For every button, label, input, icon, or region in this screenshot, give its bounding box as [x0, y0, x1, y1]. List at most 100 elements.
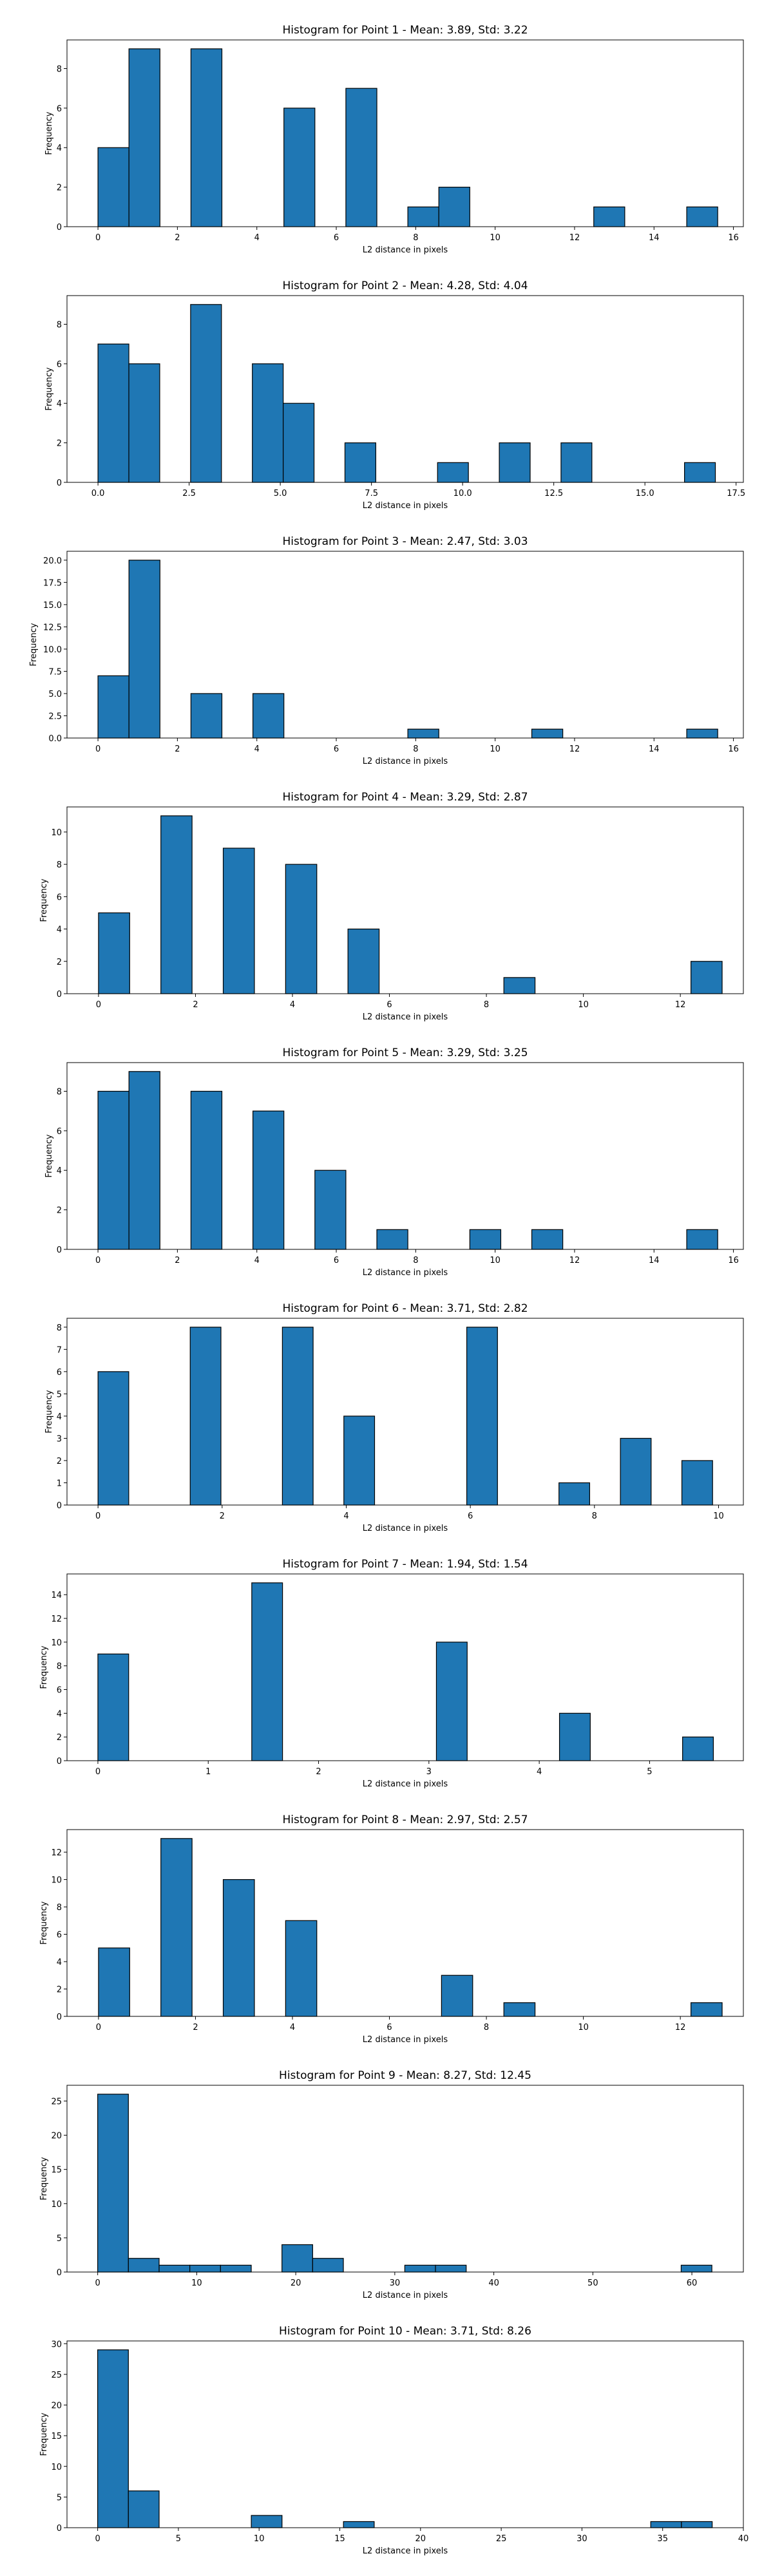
histogram-panel-4: Histogram for Point 4 - Mean: 3.29, Std:… [39, 791, 744, 1022]
histogram-bar [98, 1947, 130, 2017]
y-tick-label: 5 [57, 1390, 62, 1399]
x-axis-label: L2 distance in pixels [363, 245, 448, 255]
histogram-bar [97, 2094, 129, 2273]
histogram-bar [97, 1090, 129, 1250]
y-tick-label: 7 [57, 1345, 62, 1355]
y-tick-label: 8 [57, 1903, 62, 1913]
histogram-bar [251, 2515, 283, 2528]
y-tick-label: 4 [57, 1166, 62, 1176]
y-tick-label: 2 [57, 1733, 62, 1743]
y-tick-label: 8 [57, 860, 62, 870]
chart-title: Histogram for Point 9 - Mean: 8.27, Std:… [279, 2069, 531, 2082]
histogram-panel-10: Histogram for Point 10 - Mean: 3.71, Std… [39, 2325, 749, 2556]
histogram-bar [404, 2264, 436, 2273]
histogram-panel-5: Histogram for Point 5 - Mean: 3.29, Std:… [44, 1046, 744, 1278]
x-tick-label: 10 [713, 1511, 724, 1521]
x-tick-label: 4 [290, 1000, 295, 1010]
x-tick-label: 2 [193, 1000, 198, 1010]
y-axis-label: Frequency [39, 1645, 49, 1689]
y-axis-label: Frequency [39, 878, 49, 922]
chart-title: Histogram for Point 5 - Mean: 3.29, Std:… [282, 1046, 528, 1059]
y-axis-label: Frequency [29, 623, 39, 666]
x-tick-label: 30 [577, 2534, 587, 2544]
y-tick-label: 12 [51, 1848, 62, 1858]
y-tick-label: 8 [57, 1323, 62, 1333]
histogram-bar [435, 2264, 467, 2273]
y-tick-label: 20 [51, 2132, 62, 2141]
x-tick-label: 15.0 [636, 489, 654, 498]
x-tick-label: 6 [334, 1256, 339, 1265]
y-tick-label: 5 [57, 2234, 62, 2244]
histogram-panel-8: Histogram for Point 8 - Mean: 2.97, Std:… [39, 1814, 744, 2045]
x-tick-label: 0 [96, 2023, 101, 2032]
chart-title: Histogram for Point 3 - Mean: 2.47, Std:… [282, 535, 528, 548]
x-axis-label: L2 distance in pixels [363, 2035, 448, 2045]
histogram-bar [128, 48, 160, 227]
histogram-bar [97, 1653, 129, 1761]
y-tick-label: 6 [57, 1931, 62, 1940]
histogram-bar [283, 402, 315, 483]
y-tick-label: 0 [57, 2012, 62, 2022]
y-tick-label: 8 [57, 320, 62, 330]
histogram-bar [285, 864, 318, 994]
x-axis-label: L2 distance in pixels [363, 1779, 448, 1789]
histogram-bar [158, 2264, 191, 2273]
chart-title: Histogram for Point 2 - Mean: 4.28, Std:… [282, 279, 528, 292]
histogram-panel-3: Histogram for Point 3 - Mean: 2.47, Std:… [29, 535, 744, 766]
histogram-bar [682, 1736, 714, 1761]
histogram-bar [160, 1838, 193, 2017]
y-tick-label: 0 [57, 1501, 62, 1511]
axes-frame [66, 806, 744, 994]
axes-frame [66, 2085, 744, 2273]
histogram-bar [681, 2521, 713, 2528]
histogram-bar [252, 363, 284, 483]
y-tick-label: 0 [57, 2524, 62, 2533]
x-tick-label: 5 [647, 1767, 652, 1777]
x-tick-label: 16 [728, 744, 739, 754]
x-tick-label: 10.0 [453, 489, 472, 498]
x-tick-label: 7.5 [365, 489, 378, 498]
y-tick-label: 0 [57, 1245, 62, 1255]
y-tick-label: 25 [51, 2371, 62, 2380]
x-tick-label: 10 [578, 1000, 589, 1010]
histogram-bar [253, 693, 285, 739]
x-tick-label: 35 [657, 2534, 668, 2544]
y-tick-label: 8 [57, 64, 62, 74]
x-tick-label: 0 [95, 1511, 100, 1521]
x-tick-label: 10 [490, 1256, 501, 1265]
histogram-bar [684, 462, 716, 483]
x-tick-label: 3 [426, 1767, 432, 1777]
histogram-bar [98, 912, 130, 994]
histogram-bar [469, 1229, 502, 1250]
y-axis-label: Frequency [39, 2157, 49, 2200]
y-tick-label: 6 [57, 104, 62, 114]
histogram-bar [466, 1327, 498, 1506]
x-axis-label: L2 distance in pixels [363, 1524, 448, 1533]
histogram-bar [691, 2002, 723, 2017]
histogram-bar [190, 48, 223, 227]
y-tick-label: 15 [51, 2166, 62, 2175]
y-tick-label: 10 [51, 2463, 62, 2472]
histogram-bar [283, 108, 316, 227]
y-tick-label: 4 [57, 925, 62, 935]
histogram-bar [344, 442, 377, 483]
histogram-bar [189, 2264, 221, 2273]
axes-frame [66, 551, 744, 739]
histogram-bar [285, 1920, 318, 2017]
histogram-bar [438, 187, 470, 227]
x-axis-label: L2 distance in pixels [363, 1012, 448, 1022]
histogram-bar [686, 206, 718, 227]
x-tick-label: 10 [490, 744, 501, 754]
x-tick-label: 6 [468, 1511, 473, 1521]
y-tick-label: 2 [57, 1457, 62, 1466]
y-axis-label: Frequency [44, 1134, 54, 1177]
y-tick-label: 6 [57, 893, 62, 902]
histogram-bar [441, 1975, 473, 2017]
histogram-bar [314, 1170, 347, 1250]
x-tick-label: 0 [95, 2278, 100, 2288]
y-tick-label: 5.0 [48, 690, 62, 699]
x-tick-label: 12 [675, 2023, 686, 2032]
axes-frame [66, 1829, 744, 2017]
histogram-bar [531, 728, 564, 739]
x-tick-label: 25 [496, 2534, 507, 2544]
